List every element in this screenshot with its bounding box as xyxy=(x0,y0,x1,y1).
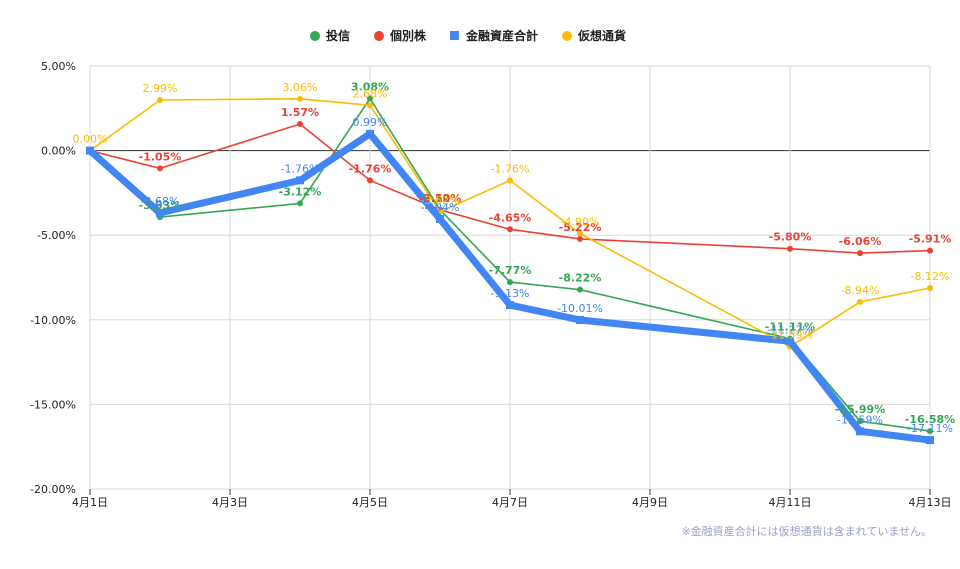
legend-marker xyxy=(310,31,320,41)
data-label: -5.91% xyxy=(909,233,952,246)
data-label: 3.08% xyxy=(351,80,389,93)
y-tick-label: 5.00% xyxy=(41,60,76,73)
data-label: 0.99% xyxy=(353,116,388,129)
y-tick-label: -10.00% xyxy=(30,314,76,327)
x-tick-label: 4月7日 xyxy=(492,496,528,509)
data-point xyxy=(577,235,583,242)
data-point xyxy=(506,301,514,310)
data-label: 2.99% xyxy=(143,82,178,95)
data-label: -16.58% xyxy=(905,413,955,426)
data-point xyxy=(367,177,373,184)
data-point xyxy=(297,95,303,102)
data-label: -11.11% xyxy=(765,321,815,334)
data-label: -3.50% xyxy=(419,192,462,205)
data-point xyxy=(436,214,444,223)
data-point xyxy=(507,279,513,286)
x-tick-label: 4月9日 xyxy=(632,496,668,509)
data-point xyxy=(296,176,304,185)
data-label: -15.99% xyxy=(835,403,885,416)
data-point xyxy=(787,245,793,252)
series-line-0 xyxy=(89,97,931,432)
data-point xyxy=(157,165,163,172)
data-point xyxy=(367,95,373,102)
data-label: -5.22% xyxy=(559,221,602,234)
data-label: -1.76% xyxy=(491,162,530,175)
legend-marker xyxy=(374,31,384,41)
data-label: -5.80% xyxy=(769,231,812,244)
data-point xyxy=(927,428,933,435)
y-tick-label: -15.00% xyxy=(30,398,76,411)
data-label: 3.06% xyxy=(283,81,318,94)
data-label: -2.12% xyxy=(419,192,462,205)
data-point xyxy=(857,418,863,425)
data-point xyxy=(786,337,794,346)
data-point xyxy=(297,200,303,207)
data-label: -1.76% xyxy=(281,162,320,175)
legend-marker xyxy=(450,31,459,40)
data-label: -17.11% xyxy=(907,422,953,435)
data-point xyxy=(927,284,933,291)
data-label: -8.22% xyxy=(559,272,602,285)
data-label: -6.06% xyxy=(839,235,882,248)
data-label: -10.01% xyxy=(557,302,603,315)
legend-label: 仮想通貨 xyxy=(577,28,626,43)
data-point xyxy=(366,129,374,138)
data-label: 0.00% xyxy=(73,133,108,146)
x-tick-label: 4月1日 xyxy=(72,496,108,509)
data-label: -4.90% xyxy=(561,216,600,229)
data-label: -3.93% xyxy=(139,199,182,212)
data-label: -8.12% xyxy=(911,270,950,283)
data-label: -4.65% xyxy=(489,211,532,224)
data-label: -11.27% xyxy=(767,323,813,336)
x-tick-label: 4月11日 xyxy=(769,496,812,509)
data-point xyxy=(86,146,94,155)
series-line-1 xyxy=(89,123,931,254)
data-label: -9.13% xyxy=(491,287,530,300)
data-point xyxy=(156,208,164,217)
series-line-2 xyxy=(86,130,934,444)
data-point xyxy=(577,230,583,237)
data-point xyxy=(367,102,373,109)
data-point xyxy=(577,286,583,293)
data-point xyxy=(576,315,584,324)
legend-marker xyxy=(562,31,572,41)
data-point xyxy=(297,121,303,128)
data-point xyxy=(857,298,863,305)
x-tick-label: 4月13日 xyxy=(909,496,952,509)
data-label: -7.77% xyxy=(489,264,532,277)
data-point xyxy=(507,177,513,184)
data-label: -1.05% xyxy=(139,150,182,163)
data-label: -4.04% xyxy=(421,201,460,214)
data-label: -3.62% xyxy=(421,194,460,207)
data-label: -11.59% xyxy=(767,329,813,342)
data-point xyxy=(157,97,163,104)
legend: 投信 個別株 金融資産合計 仮想通貨 xyxy=(310,28,626,43)
data-point xyxy=(927,247,933,254)
data-label: -16.59% xyxy=(837,413,883,426)
y-tick-label: 0.00% xyxy=(41,145,76,158)
data-point xyxy=(857,250,863,257)
data-label: -8.94% xyxy=(841,284,880,297)
data-point xyxy=(926,436,934,445)
y-tick-label: -5.00% xyxy=(37,229,76,242)
data-label: -3.12% xyxy=(279,185,322,198)
series-line-3 xyxy=(89,98,931,348)
legend-label: 投信 xyxy=(326,28,350,43)
legend-label: 金融資産合計 xyxy=(465,28,538,43)
data-point xyxy=(856,427,864,436)
footnote: ※金融資産合計には仮想通貨は含まれていません。 xyxy=(681,525,932,538)
data-label: 2.68% xyxy=(353,87,388,100)
data-label: -1.76% xyxy=(349,162,392,175)
data-label: -3.68% xyxy=(141,195,180,208)
y-tick-label: -20.00% xyxy=(30,483,76,496)
data-label: 1.57% xyxy=(281,106,319,119)
x-tick-label: 4月3日 xyxy=(212,496,248,509)
legend-label: 個別株 xyxy=(389,28,427,43)
data-point xyxy=(507,226,513,233)
x-tick-label: 4月5日 xyxy=(352,496,388,509)
